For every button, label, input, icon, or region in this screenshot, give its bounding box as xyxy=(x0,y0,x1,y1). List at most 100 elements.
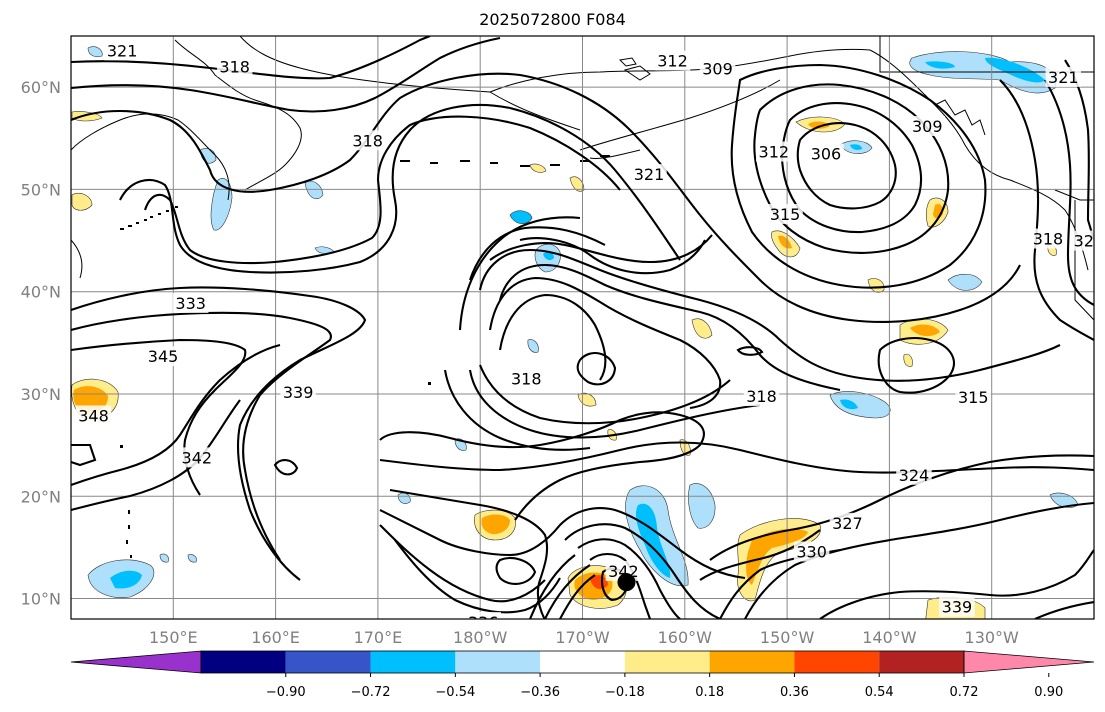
lon-tick-label: 180°W xyxy=(453,628,508,647)
lon-tick-label: 170°W xyxy=(555,628,610,647)
contour-label: 318 xyxy=(746,387,777,406)
colorbar-label: 0.72 xyxy=(950,685,979,700)
lon-tick-label: 140°W xyxy=(862,628,917,647)
colorbar-segment xyxy=(540,651,625,673)
colorbar-label: 0.36 xyxy=(780,685,809,700)
contour-label: 309 xyxy=(912,117,943,136)
contour-label-halo xyxy=(172,292,209,313)
colorbar-segment xyxy=(879,651,964,673)
contour-label: 330 xyxy=(796,542,827,561)
contour-label-halo xyxy=(896,464,932,485)
contour-label: 312 xyxy=(759,143,790,162)
contour-label-halo xyxy=(939,596,975,617)
latitude-labels: 60°N 50°N 40°N 30°N 20°N 10°N xyxy=(21,78,61,608)
contour-label-halo xyxy=(1030,228,1066,249)
colorbar-label: −0.90 xyxy=(266,685,306,700)
lon-tick-label: 160°E xyxy=(251,628,300,647)
contour-label-halo xyxy=(280,381,316,402)
colorbar-label: 0.90 xyxy=(1034,685,1063,700)
contour-label-halo xyxy=(767,203,803,224)
contour-label: 327 xyxy=(1074,232,1105,251)
colorbar-segment xyxy=(370,651,456,673)
colorbar-segment xyxy=(285,651,371,673)
contour-label-halo xyxy=(654,50,691,71)
colorbar-label: 0.54 xyxy=(865,685,894,700)
map-frame xyxy=(70,35,1095,620)
contour-label: 318 xyxy=(511,370,542,389)
colorbar: −0.90 −0.72 −0.54 −0.36 −0.18 0.18 0.36 0.54 0.7… xyxy=(70,650,1095,700)
lon-tick-label: 130°W xyxy=(965,628,1020,647)
storm-center-marker xyxy=(617,573,636,592)
contour-label: 324 xyxy=(899,466,930,485)
contour-label-halo xyxy=(955,387,992,408)
contour-label-halo xyxy=(1071,230,1094,251)
colorbar-segment xyxy=(201,651,286,673)
lon-tick-label: 160°W xyxy=(658,628,713,647)
colorbar-label: −0.18 xyxy=(605,685,645,700)
contour-label-halo xyxy=(631,164,667,185)
contour-label: 321 xyxy=(1048,68,1079,87)
contour-label: 318 xyxy=(352,131,383,150)
contour-label: 342 xyxy=(1051,616,1082,635)
lon-tick-label: 170°E xyxy=(354,628,403,647)
contour-label-halo xyxy=(808,143,844,164)
contour-label: 339 xyxy=(942,598,973,617)
lat-tick-label: 50°N xyxy=(21,180,61,199)
contour-label: 318 xyxy=(219,58,250,77)
lat-tick-label: 10°N xyxy=(21,590,61,609)
lon-tick-label: 150°E xyxy=(149,628,198,647)
contour-label: 327 xyxy=(832,514,863,533)
colorbar-label: 0.18 xyxy=(695,685,724,700)
colorbar-label: −0.36 xyxy=(520,685,560,700)
contour-label-halo xyxy=(909,116,946,137)
contour-label-halo xyxy=(179,447,215,468)
contour-label: 312 xyxy=(657,52,688,71)
lat-tick-label: 20°N xyxy=(21,487,61,506)
gridlines xyxy=(71,36,1094,619)
colorbar-label: −0.72 xyxy=(351,685,391,700)
contour-label: 306 xyxy=(811,145,842,164)
contour-label: 315 xyxy=(770,205,801,224)
contour-label: 333 xyxy=(175,294,206,313)
map-title: 2025072800 F084 xyxy=(479,10,626,29)
colorbar-label: −0.54 xyxy=(435,685,475,700)
contour-label-halo xyxy=(145,346,181,367)
contour-label: 345 xyxy=(148,347,179,366)
longitude-labels: 150°E 160°E 170°E 180°W 170°W 160°W 150°W 140°W… xyxy=(149,628,1019,647)
contour-label-halo xyxy=(1048,615,1085,619)
contour-label-halo xyxy=(508,368,544,389)
colorbar-segment xyxy=(709,651,795,673)
contour-label: 348 xyxy=(78,406,109,425)
contour-label: 321 xyxy=(634,165,665,184)
contour-label-halo xyxy=(1045,66,1082,87)
contour-label: 318 xyxy=(1033,230,1064,249)
contour-label-halo xyxy=(756,141,792,162)
contour-label: 342 xyxy=(182,448,213,467)
contour-label-halo xyxy=(743,386,780,407)
contour-label-halo xyxy=(104,40,140,61)
colorbar-outline xyxy=(200,650,965,674)
contour-label-halo xyxy=(75,405,112,426)
contour-label: 315 xyxy=(958,388,989,407)
lat-tick-label: 30°N xyxy=(21,385,61,404)
contour-label-halo xyxy=(829,512,866,533)
colorbar-segment xyxy=(794,651,880,673)
contour-label: 336 xyxy=(468,613,499,632)
colorbar-max-extend xyxy=(963,650,1095,674)
colorbar-min-extend xyxy=(70,650,202,674)
contour-labels: 321 318 312 309 321 318 309 312 306 321 315 318 327 3… xyxy=(75,40,1105,635)
lon-tick-label: 150°W xyxy=(760,628,815,647)
contour-label-halo xyxy=(793,541,830,562)
contour-label-halo xyxy=(699,58,736,79)
island-chain xyxy=(120,155,610,558)
colorbar-segment xyxy=(624,651,710,673)
lat-tick-label: 60°N xyxy=(21,78,61,97)
colorbar-segment xyxy=(455,651,541,673)
contour-label: 339 xyxy=(283,383,314,402)
contour-label: 321 xyxy=(107,41,138,60)
contour-label-halo xyxy=(216,56,253,77)
contour-label-halo xyxy=(349,130,386,151)
contour-lines xyxy=(71,36,1094,619)
lat-tick-label: 40°N xyxy=(21,283,61,302)
